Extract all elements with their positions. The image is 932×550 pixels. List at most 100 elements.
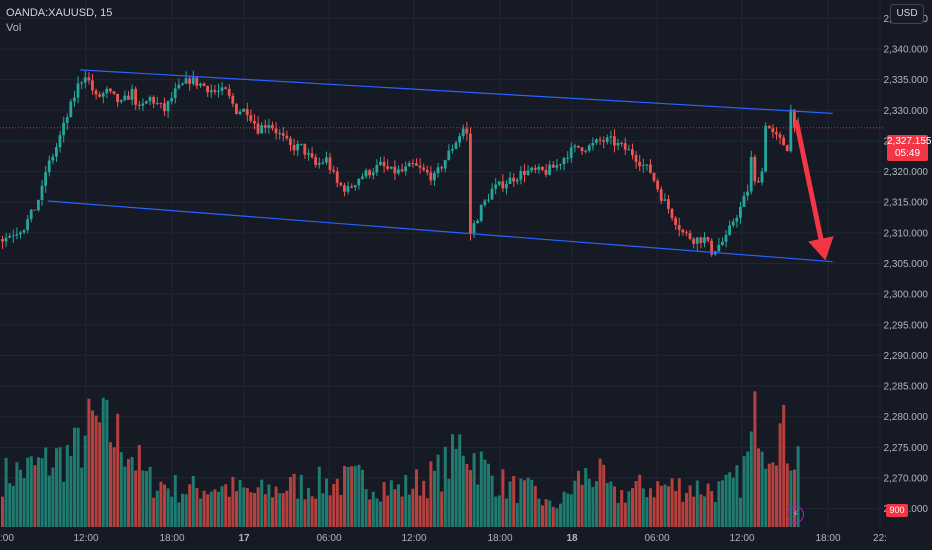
volume-bar xyxy=(724,474,728,527)
candle-body xyxy=(490,188,494,200)
candle-body xyxy=(249,115,253,121)
candle-body xyxy=(357,178,361,186)
candle-body xyxy=(573,145,577,148)
volume-bar xyxy=(490,475,494,527)
candle-body xyxy=(591,142,595,146)
volume-bar xyxy=(749,431,753,527)
volume-bar xyxy=(155,490,159,527)
last-price-value: 2,327.155 xyxy=(887,136,932,147)
volume-bar xyxy=(220,486,224,527)
volume-bar xyxy=(375,498,379,527)
volume-bar xyxy=(699,494,703,527)
volume-bar xyxy=(580,484,584,527)
candle-body xyxy=(555,165,559,168)
volume-bar xyxy=(667,486,670,527)
candle-body xyxy=(400,169,404,172)
volume-bar xyxy=(389,480,393,527)
candle-body xyxy=(343,185,346,192)
candle-body xyxy=(44,172,47,186)
volume-bar xyxy=(213,489,217,527)
volume-bar xyxy=(782,404,786,527)
candle-body xyxy=(278,133,281,135)
volume-bar xyxy=(73,427,76,527)
volume-bar xyxy=(364,489,368,527)
candle-body xyxy=(677,225,681,230)
candle-body xyxy=(731,221,735,226)
candle-body xyxy=(760,171,764,183)
candle-body xyxy=(447,150,451,160)
volume-bar xyxy=(353,466,357,527)
volume-bar xyxy=(479,451,483,527)
volume-bar xyxy=(242,487,246,527)
candle-body xyxy=(29,209,33,220)
candle-body xyxy=(346,186,350,192)
volume-bar xyxy=(62,481,66,527)
volume-bar xyxy=(451,434,454,527)
volume-indicator-label[interactable]: Vol xyxy=(6,22,22,34)
volume-bar xyxy=(127,459,130,527)
volume-bar xyxy=(317,466,321,527)
volume-bar xyxy=(631,488,634,527)
candle-body xyxy=(274,128,278,134)
volume-bar xyxy=(76,427,80,527)
candle-body xyxy=(641,164,645,167)
volume-bar xyxy=(742,456,746,527)
candle-body xyxy=(152,96,155,104)
y-tick-label: 2,320.000 xyxy=(884,167,929,178)
candle-body xyxy=(292,144,296,151)
volume-bar xyxy=(591,487,595,527)
volume-bar xyxy=(677,478,681,527)
volume-bar xyxy=(227,496,231,527)
volume-bar xyxy=(569,494,573,527)
candle-body xyxy=(649,164,652,173)
candle-body xyxy=(497,181,501,185)
volume-bar xyxy=(314,498,318,527)
volume-bar xyxy=(515,503,519,527)
volume-bar xyxy=(641,488,645,527)
candle-body xyxy=(721,241,724,246)
candle-body xyxy=(436,167,440,174)
candle-body xyxy=(4,237,8,242)
candle-body xyxy=(778,134,782,138)
candle-body xyxy=(551,164,555,168)
volume-bar xyxy=(350,466,354,527)
currency-button[interactable]: USD xyxy=(890,4,924,24)
lightning-icon[interactable]: ⚡ xyxy=(787,506,804,523)
candle-body xyxy=(83,77,87,83)
symbol-title[interactable]: OANDA:XAUUSD, 15 xyxy=(6,7,113,19)
candle-body xyxy=(530,167,533,171)
candle-body xyxy=(631,149,634,156)
candle-body xyxy=(339,182,343,186)
projection-arrow-head xyxy=(808,236,834,261)
volume-bar xyxy=(253,493,256,527)
candle-body xyxy=(789,109,793,152)
candle-body xyxy=(613,136,616,146)
volume-bar xyxy=(87,398,91,527)
volume-bar xyxy=(260,479,264,527)
volume-bar xyxy=(465,463,469,527)
volume-bar xyxy=(209,491,213,527)
volume-bar xyxy=(757,448,760,527)
volume-bar xyxy=(173,475,177,527)
candle-body xyxy=(749,157,753,192)
x-tick-label: 22: xyxy=(873,533,887,544)
volume-bar xyxy=(44,447,48,527)
volume-bar xyxy=(681,501,685,527)
volume-bar xyxy=(80,467,84,527)
volume-bar xyxy=(425,498,429,527)
volume-bar xyxy=(703,496,706,527)
candle-body xyxy=(296,143,299,151)
candle-body xyxy=(411,163,415,165)
volume-bar xyxy=(271,497,274,527)
candle-body xyxy=(533,167,537,170)
volume-bar xyxy=(436,454,440,527)
candle-body xyxy=(55,147,58,157)
candle-body xyxy=(137,104,141,106)
candle-body xyxy=(130,88,134,100)
candle-body xyxy=(141,103,145,106)
candle-body xyxy=(476,220,479,224)
x-tick-label: 18:00 xyxy=(487,533,512,544)
candle-body xyxy=(577,145,580,148)
